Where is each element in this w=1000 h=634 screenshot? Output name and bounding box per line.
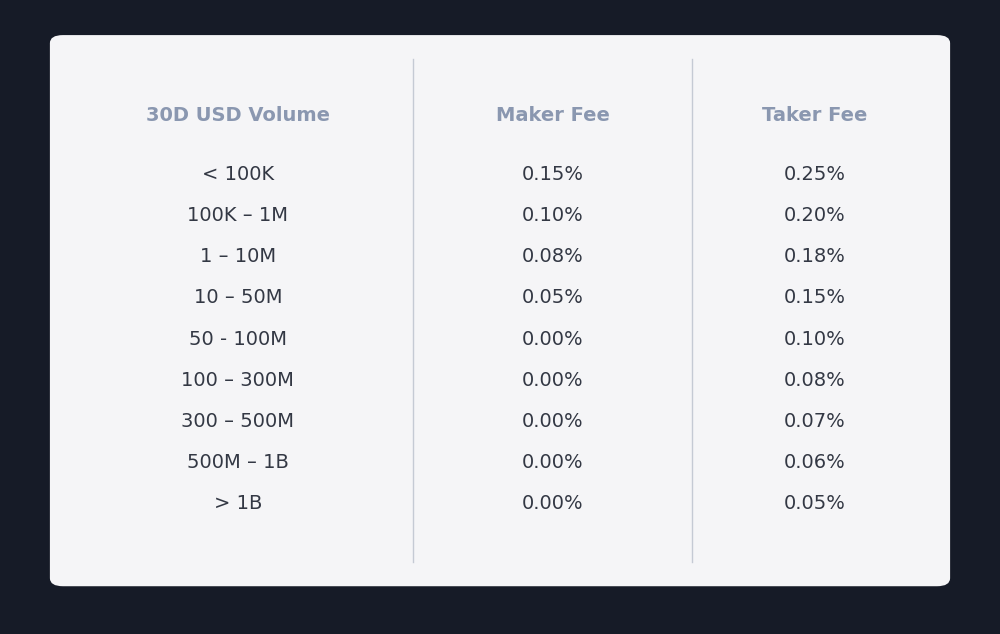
Text: 0.00%: 0.00% [522, 412, 583, 431]
Text: < 100K: < 100K [202, 165, 274, 184]
Text: 0.05%: 0.05% [784, 495, 846, 514]
Text: 0.18%: 0.18% [784, 247, 846, 266]
Text: 300 – 500M: 300 – 500M [181, 412, 294, 431]
Text: 0.00%: 0.00% [522, 371, 583, 390]
Text: Taker Fee: Taker Fee [762, 106, 867, 125]
Text: 30D USD Volume: 30D USD Volume [146, 106, 330, 125]
Text: 0.06%: 0.06% [784, 453, 846, 472]
Text: Maker Fee: Maker Fee [496, 106, 609, 125]
Text: 0.05%: 0.05% [522, 288, 583, 307]
Text: 100 – 300M: 100 – 300M [181, 371, 294, 390]
Text: 0.15%: 0.15% [784, 288, 846, 307]
Text: 0.00%: 0.00% [522, 495, 583, 514]
Text: 0.15%: 0.15% [521, 165, 583, 184]
Text: 0.10%: 0.10% [784, 330, 846, 349]
Text: 500M – 1B: 500M – 1B [187, 453, 289, 472]
Text: 0.08%: 0.08% [784, 371, 846, 390]
Text: 10 – 50M: 10 – 50M [194, 288, 282, 307]
Text: 0.00%: 0.00% [522, 453, 583, 472]
Text: 0.08%: 0.08% [522, 247, 583, 266]
Text: 50 - 100M: 50 - 100M [189, 330, 287, 349]
Text: 0.25%: 0.25% [784, 165, 846, 184]
Text: 1 – 10M: 1 – 10M [200, 247, 276, 266]
Text: 100K – 1M: 100K – 1M [187, 206, 288, 225]
Text: > 1B: > 1B [214, 495, 262, 514]
Text: 0.00%: 0.00% [522, 330, 583, 349]
FancyBboxPatch shape [50, 35, 950, 586]
Text: 0.07%: 0.07% [784, 412, 846, 431]
Text: 0.20%: 0.20% [784, 206, 846, 225]
Text: 0.10%: 0.10% [522, 206, 583, 225]
